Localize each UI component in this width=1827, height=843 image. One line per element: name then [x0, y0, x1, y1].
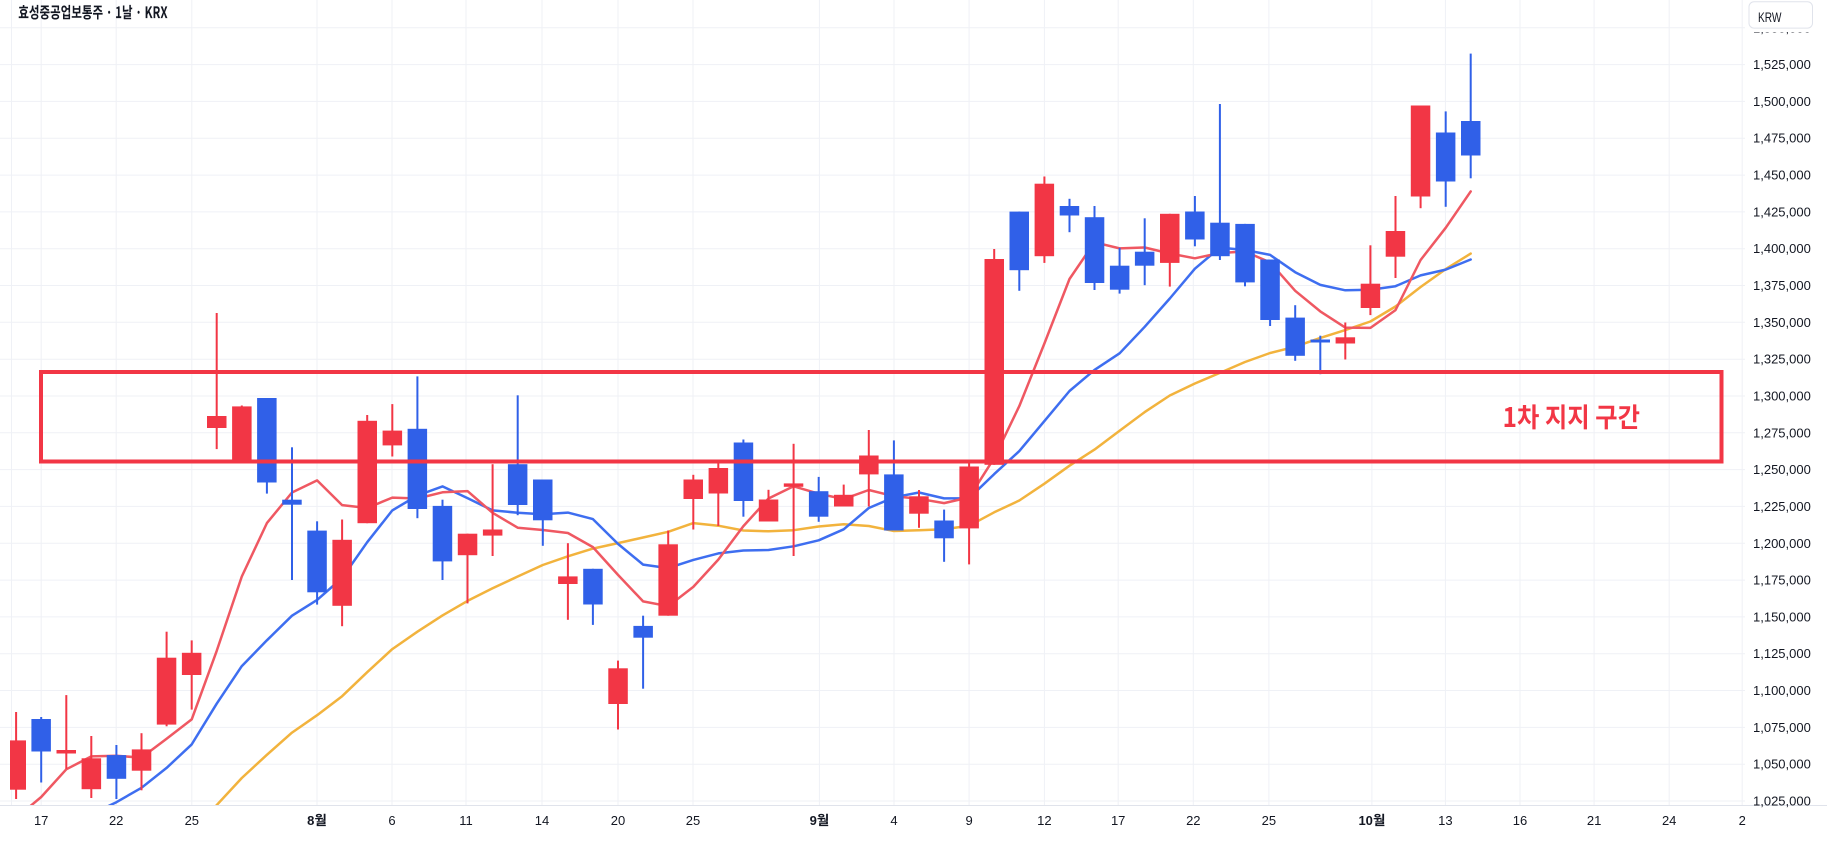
svg-text:8: 8	[307, 813, 314, 828]
svg-text:16: 16	[1513, 813, 1527, 828]
svg-text:17: 17	[1111, 813, 1125, 828]
svg-text:1,175,000: 1,175,000	[1753, 573, 1811, 588]
svg-text:2: 2	[1739, 813, 1746, 828]
svg-text:1,450,000: 1,450,000	[1753, 168, 1811, 183]
svg-text:17: 17	[34, 813, 48, 828]
svg-text:4: 4	[890, 813, 897, 828]
svg-text:22: 22	[109, 813, 123, 828]
svg-text:20: 20	[611, 813, 625, 828]
svg-text:22: 22	[1186, 813, 1200, 828]
svg-text:1,475,000: 1,475,000	[1753, 131, 1811, 146]
svg-text:11: 11	[459, 813, 473, 828]
svg-text:13: 13	[1438, 813, 1452, 828]
svg-text:1,375,000: 1,375,000	[1753, 278, 1811, 293]
svg-text:1,525,000: 1,525,000	[1753, 57, 1811, 72]
svg-text:1,500,000: 1,500,000	[1753, 94, 1811, 109]
svg-text:9: 9	[965, 813, 972, 828]
svg-text:25: 25	[1262, 813, 1276, 828]
svg-text:KRW: KRW	[1758, 9, 1782, 25]
svg-text:1,200,000: 1,200,000	[1753, 536, 1811, 551]
svg-text:1,025,000: 1,025,000	[1753, 794, 1811, 809]
svg-text:1,125,000: 1,125,000	[1753, 646, 1811, 661]
svg-text:1,400,000: 1,400,000	[1753, 241, 1811, 256]
svg-text:25: 25	[185, 813, 199, 828]
svg-text:1,250,000: 1,250,000	[1753, 462, 1811, 477]
svg-text:1,050,000: 1,050,000	[1753, 757, 1811, 772]
svg-text:24: 24	[1662, 813, 1676, 828]
svg-text:1,350,000: 1,350,000	[1753, 315, 1811, 330]
svg-text:1,225,000: 1,225,000	[1753, 499, 1811, 514]
svg-text:9: 9	[810, 813, 817, 828]
svg-text:1,425,000: 1,425,000	[1753, 204, 1811, 219]
svg-text:10: 10	[1358, 813, 1372, 828]
svg-text:1,325,000: 1,325,000	[1753, 352, 1811, 367]
svg-text:21: 21	[1587, 813, 1601, 828]
svg-text:12: 12	[1037, 813, 1051, 828]
svg-text:14: 14	[535, 813, 549, 828]
svg-text:1,150,000: 1,150,000	[1753, 609, 1811, 624]
svg-text:1,300,000: 1,300,000	[1753, 389, 1811, 404]
svg-text:25: 25	[686, 813, 700, 828]
svg-text:1,100,000: 1,100,000	[1753, 683, 1811, 698]
svg-text:1,275,000: 1,275,000	[1753, 425, 1811, 440]
svg-text:1,075,000: 1,075,000	[1753, 720, 1811, 735]
svg-text:6: 6	[388, 813, 395, 828]
